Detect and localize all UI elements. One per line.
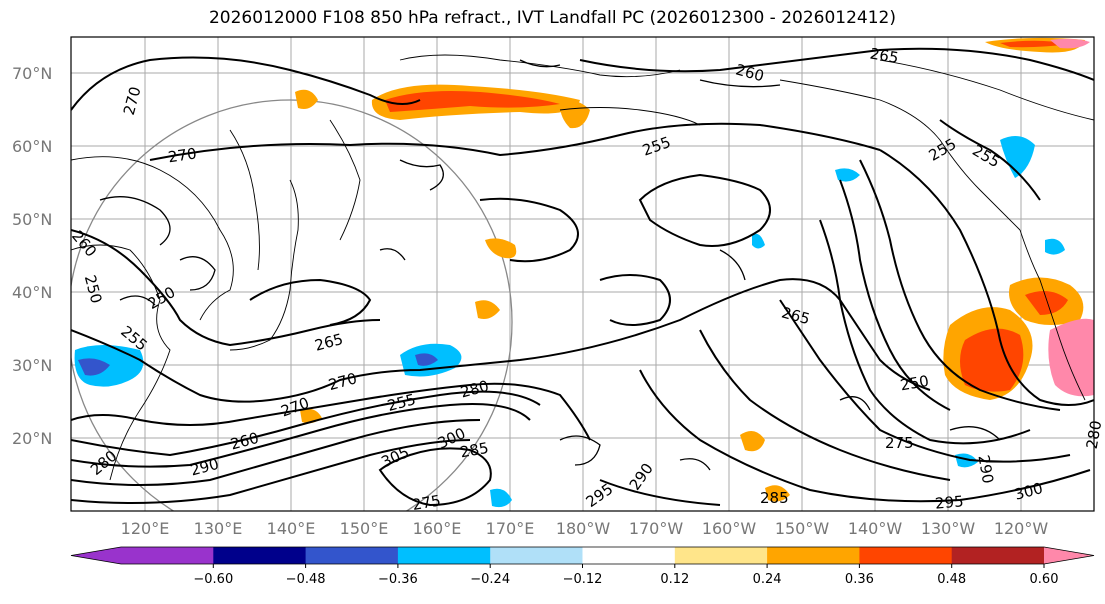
contour-label: 270 xyxy=(167,144,198,166)
colorbar-tick-label: −0.60 xyxy=(193,572,233,587)
contour-lines-thin xyxy=(99,59,1001,471)
patch-midpac-orange1 xyxy=(485,238,517,259)
contour-label: 295 xyxy=(934,492,964,512)
lat-label: 50°N xyxy=(12,210,52,229)
longitude-labels: 120°E 130°E 140°E 150°E 160°E 170°E 180°… xyxy=(121,519,1049,538)
patch-canada2-blue xyxy=(1045,238,1065,255)
lon-label: 170°W xyxy=(629,519,684,538)
map-title: 2026012000 F108 850 hPa refract., IVT La… xyxy=(208,8,896,28)
colorbar-tick-label: 0.24 xyxy=(753,572,782,587)
patch-hawaii-orange xyxy=(740,431,765,452)
patch-east-blue xyxy=(955,453,978,468)
contour-label: 280 xyxy=(1083,419,1105,450)
contour-label: 285 xyxy=(760,489,789,507)
patch-kamchatka-orange xyxy=(295,89,318,109)
colorbar-tick-label: 0.36 xyxy=(845,572,874,587)
colorbar-segment xyxy=(951,547,1045,564)
patch-arctic-pink xyxy=(1050,38,1090,49)
lon-label: 130°E xyxy=(194,519,243,538)
colorbar-segment xyxy=(767,547,860,564)
patch-california-pink xyxy=(1048,318,1094,397)
contour-lines xyxy=(71,47,1094,507)
patch-south-orange xyxy=(765,485,790,502)
patch-coast2-red xyxy=(1025,291,1068,315)
lon-label: 140°W xyxy=(848,519,903,538)
lon-label: 120°W xyxy=(994,519,1049,538)
colorbar-segment xyxy=(674,547,768,564)
colorbar-tick-label: −0.36 xyxy=(378,572,418,587)
lon-label: 150°W xyxy=(775,519,830,538)
colorbar-outline xyxy=(70,546,1095,565)
lat-label: 40°N xyxy=(12,283,52,302)
lat-label: 20°N xyxy=(12,429,52,448)
contour-label: 285 xyxy=(459,439,490,462)
lon-label: 160°E xyxy=(413,519,462,538)
lon-label: 120°E xyxy=(121,519,170,538)
contour-label: 275 xyxy=(411,491,442,514)
colorbar: −0.60 −0.48 −0.36 −0.24 −0.12 0.12 0.24 0.36 0.4… xyxy=(70,546,1095,587)
colorbar-segment xyxy=(859,547,953,564)
colorbar-segment xyxy=(213,547,307,564)
contour-label: 250 xyxy=(899,372,930,395)
coastlines xyxy=(71,54,1094,481)
contour-label: 290 xyxy=(974,454,997,485)
patch-westcoast-red xyxy=(960,328,1024,392)
colorbar-tick-label: 0.48 xyxy=(937,572,966,587)
patch-central-darkblue xyxy=(415,353,438,366)
lon-label: 170°E xyxy=(486,519,535,538)
colorbar-segment xyxy=(121,547,214,564)
patch-gulf-blue xyxy=(835,168,860,182)
latitude-labels: 70°N 60°N 50°N 40°N 30°N 20°N xyxy=(12,64,52,448)
colorbar-tick-label: 0.12 xyxy=(660,572,689,587)
lon-label: 130°W xyxy=(921,519,976,538)
colorbar-segment xyxy=(305,547,399,564)
lon-label: 160°W xyxy=(702,519,757,538)
patch-midpac-orange2 xyxy=(475,300,500,319)
patch-canada-blue xyxy=(1000,136,1035,178)
contour-label: 265 xyxy=(869,44,900,67)
contour-label: 275 xyxy=(885,434,914,452)
colorbar-segment xyxy=(582,547,676,564)
patch-bering-red xyxy=(385,91,560,112)
patch-mid-blue xyxy=(752,233,765,249)
lat-label: 60°N xyxy=(12,137,52,156)
colorbar-tick-label: −0.48 xyxy=(286,572,326,587)
lon-label: 140°E xyxy=(267,519,316,538)
colorbar-tick-label: 0.60 xyxy=(1030,572,1059,587)
lon-label: 180°W xyxy=(556,519,611,538)
colorbar-tick-label: −0.12 xyxy=(563,572,603,587)
lat-label: 30°N xyxy=(12,356,52,375)
lon-label: 150°E xyxy=(340,519,389,538)
colorbar-tick-label: −0.24 xyxy=(470,572,510,587)
colorbar-segment xyxy=(490,547,583,564)
range-circle xyxy=(71,99,513,511)
colorbar-extend-low xyxy=(71,547,121,564)
patch-arctic-red xyxy=(1000,40,1070,48)
patch-china-darkblue xyxy=(78,358,110,376)
map-frame xyxy=(70,36,1095,512)
lat-label: 70°N xyxy=(12,64,52,83)
patch-south-blue xyxy=(490,488,512,508)
colorbar-segment xyxy=(397,547,491,564)
colorbar-extend-high xyxy=(1044,547,1094,564)
